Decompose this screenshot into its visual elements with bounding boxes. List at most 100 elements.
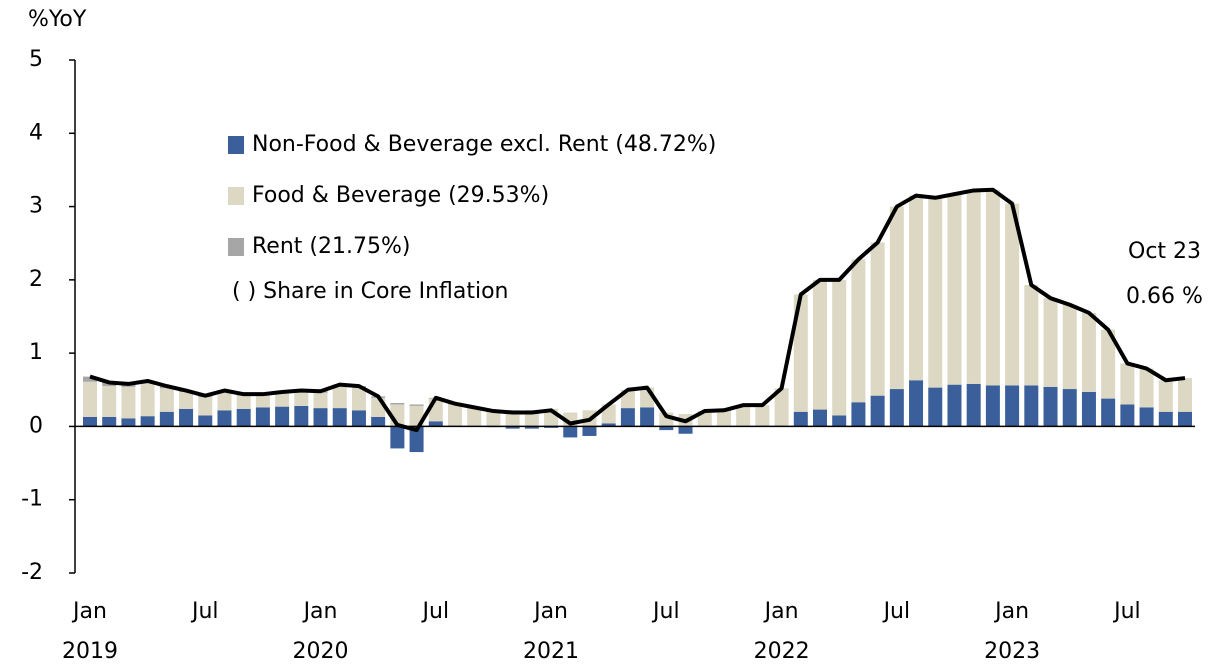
x-tick-label: Jul: [1112, 599, 1141, 624]
bar: [909, 380, 924, 427]
bar: [255, 395, 270, 408]
bar: [966, 383, 981, 427]
bar: [428, 421, 443, 427]
bar: [909, 195, 924, 381]
bar: [351, 387, 366, 411]
bar: [198, 397, 213, 416]
bar: [236, 395, 251, 409]
bar: [1081, 391, 1096, 427]
legend-note: ( ) Share in Core Inflation: [232, 279, 509, 304]
bar: [83, 416, 97, 427]
y-tick-label: -2: [21, 560, 43, 585]
x-tick-label: Jan 2020: [293, 599, 349, 664]
bar: [390, 426, 405, 449]
bar: [275, 406, 290, 427]
legend-swatch: [228, 187, 244, 205]
bar: [755, 405, 770, 426]
bar: [793, 294, 808, 412]
bar: [1139, 368, 1154, 408]
bar: [102, 386, 117, 417]
bar: [467, 408, 482, 427]
bar: [1043, 298, 1058, 387]
bar: [889, 389, 904, 427]
bar: [179, 391, 194, 409]
bar: [985, 189, 1000, 386]
x-tick-label: Jan 2021: [523, 599, 579, 664]
bar: [813, 409, 827, 427]
bar: [601, 423, 616, 427]
bar: [179, 408, 194, 427]
bar: [255, 407, 270, 427]
bar: [524, 411, 539, 427]
bar: [813, 279, 827, 410]
bar: [83, 381, 97, 417]
bar: [678, 426, 693, 434]
bar: [928, 387, 943, 427]
bar: [409, 426, 424, 453]
legend-swatch: [228, 238, 244, 256]
bar: [332, 408, 347, 427]
bar: [505, 426, 520, 429]
bar: [1158, 380, 1173, 412]
x-tick-label: Jul: [421, 599, 450, 624]
bar: [1062, 389, 1077, 427]
bar: [390, 402, 405, 405]
bar: [1062, 304, 1077, 390]
bar: [1120, 363, 1135, 405]
bar: [966, 190, 981, 384]
bar: [1120, 404, 1135, 427]
bar: [1081, 312, 1096, 392]
bar: [121, 418, 136, 427]
bar: [1178, 411, 1192, 427]
bar: [851, 402, 866, 427]
y-tick-label: 3: [29, 194, 43, 219]
bar: [832, 279, 847, 416]
bar: [159, 411, 174, 427]
bar: [1005, 385, 1020, 427]
bar: [1139, 407, 1154, 427]
bar: [121, 386, 136, 419]
bar: [985, 385, 1000, 427]
bar: [313, 408, 328, 427]
x-tick-label: Jan 2023: [984, 599, 1040, 664]
bar: [294, 405, 309, 427]
bar: [159, 388, 174, 412]
x-tick-label: Jan 2022: [754, 599, 810, 664]
x-tick-label: Jul: [882, 599, 911, 624]
bar: [832, 415, 847, 427]
bar: [217, 391, 232, 411]
bar: [332, 386, 347, 409]
bar: [217, 410, 232, 427]
bar: [620, 408, 635, 427]
bar: [659, 426, 674, 431]
bar: [294, 391, 309, 406]
bar: [1158, 411, 1173, 427]
y-tick-label: 5: [29, 47, 43, 72]
bar: [1024, 284, 1039, 386]
bar: [640, 407, 655, 427]
bar: [582, 426, 597, 436]
bar: [1005, 203, 1020, 386]
bar: [198, 415, 213, 427]
bar: [1178, 378, 1192, 412]
bar: [140, 416, 155, 427]
y-tick-label: 4: [29, 120, 43, 145]
legend-label: Rent (21.75%): [252, 234, 410, 259]
bar: [409, 404, 424, 406]
bar: [1024, 385, 1039, 427]
bar: [448, 404, 462, 426]
bar: [563, 426, 578, 438]
legend-label: Food & Beverage (29.53%): [252, 183, 549, 208]
bar: [889, 206, 904, 390]
bar: [505, 411, 520, 427]
bar: [313, 392, 328, 409]
bar: [140, 383, 155, 417]
legend-swatch: [228, 136, 244, 154]
bar: [102, 416, 117, 427]
bar: [947, 194, 962, 385]
bar: [716, 410, 731, 427]
y-axis-label: %YoY: [28, 7, 87, 32]
x-tick-label: Jul: [190, 599, 219, 624]
bar: [947, 384, 962, 427]
